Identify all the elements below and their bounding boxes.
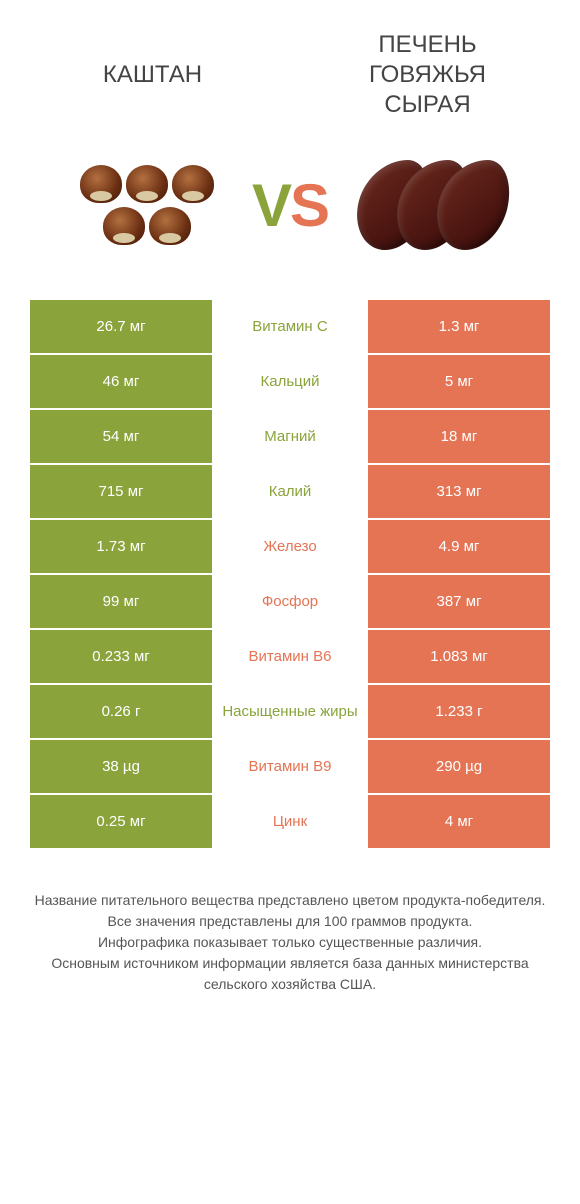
right-value: 5 мг [368,355,550,408]
vs-label: VS [252,171,328,240]
nutrient-name: Калий [212,465,368,518]
table-row: 26.7 мгВитамин C1.3 мг [30,300,550,355]
left-value: 0.26 г [30,685,212,738]
left-value: 26.7 мг [30,300,212,353]
footer-line-3: Инфографика показывает только существенн… [30,932,550,953]
left-value: 38 µg [30,740,212,793]
table-row: 54 мгМагний18 мг [30,410,550,465]
nutrient-name: Фосфор [212,575,368,628]
chestnut-image [62,150,232,260]
vs-v: V [252,172,290,239]
right-value: 4 мг [368,795,550,848]
liver-image [348,150,518,260]
right-value: 387 мг [368,575,550,628]
nutrient-name: Витамин B6 [212,630,368,683]
right-value: 18 мг [368,410,550,463]
right-value: 1.233 г [368,685,550,738]
table-row: 0.233 мгВитамин B61.083 мг [30,630,550,685]
vs-s: S [290,172,328,239]
left-value: 99 мг [30,575,212,628]
right-value: 4.9 мг [368,520,550,573]
table-row: 38 µgВитамин B9290 µg [30,740,550,795]
footer-line-4: Основным источником информации является … [30,953,550,995]
table-row: 46 мгКальций5 мг [30,355,550,410]
nutrient-name: Магний [212,410,368,463]
table-row: 715 мгКалий313 мг [30,465,550,520]
left-value: 715 мг [30,465,212,518]
table-row: 0.26 гНасыщенные жиры1.233 г [30,685,550,740]
nutrient-table: 26.7 мгВитамин C1.3 мг46 мгКальций5 мг54… [30,300,550,850]
left-value: 54 мг [30,410,212,463]
footer-notes: Название питательного вещества представл… [30,890,550,995]
nutrient-name: Цинк [212,795,368,848]
table-row: 1.73 мгЖелезо4.9 мг [30,520,550,575]
footer-line-2: Все значения представлены для 100 граммо… [30,911,550,932]
footer-line-1: Название питательного вещества представл… [30,890,550,911]
nutrient-name: Насыщенные жиры [212,685,368,738]
nutrient-name: Витамин C [212,300,368,353]
right-value: 1.3 мг [368,300,550,353]
left-value: 0.233 мг [30,630,212,683]
left-food-title: КАШТАН [40,60,265,90]
left-value: 1.73 мг [30,520,212,573]
table-row: 99 мгФосфор387 мг [30,575,550,630]
header: КАШТАН ПЕЧЕНЬ ГОВЯЖЬЯ СЫРАЯ [0,0,580,130]
left-value: 0.25 мг [30,795,212,848]
right-food-title: ПЕЧЕНЬ ГОВЯЖЬЯ СЫРАЯ [315,30,540,120]
nutrient-name: Витамин B9 [212,740,368,793]
vs-row: VS [0,130,580,300]
left-value: 46 мг [30,355,212,408]
right-value: 290 µg [368,740,550,793]
table-row: 0.25 мгЦинк4 мг [30,795,550,850]
right-value: 313 мг [368,465,550,518]
right-value: 1.083 мг [368,630,550,683]
nutrient-name: Кальций [212,355,368,408]
nutrient-name: Железо [212,520,368,573]
